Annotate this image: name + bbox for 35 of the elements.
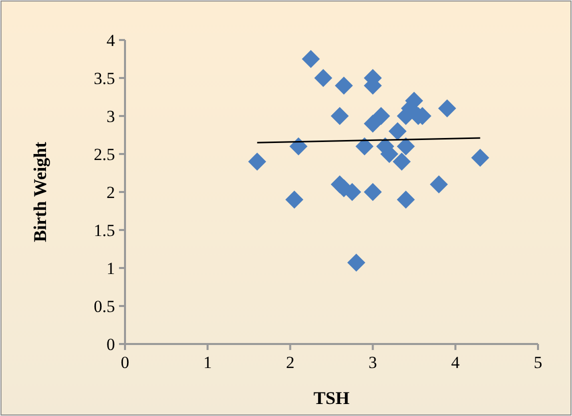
point (388, 122, 407, 140)
y-tick-label: 0.5 (94, 296, 115, 316)
point (430, 175, 448, 194)
point (285, 190, 304, 209)
point (289, 137, 308, 156)
x-tick-label: 1 (203, 353, 212, 372)
point (471, 148, 490, 167)
point (248, 152, 266, 171)
y-axis-title: Birth Weight (30, 142, 50, 242)
point (334, 76, 353, 95)
point (356, 137, 374, 156)
y-tick-label: 0 (106, 334, 115, 354)
y-tick-label: 1.5 (94, 220, 115, 240)
y-tick-label: 2.5 (94, 144, 115, 164)
point (396, 137, 415, 156)
y-tick-label: 3 (106, 106, 115, 126)
point (364, 183, 382, 201)
point (396, 190, 415, 209)
x-tick-label: 0 (120, 353, 130, 372)
point (330, 107, 349, 125)
point (302, 50, 320, 68)
y-tick-label: 1 (106, 258, 115, 278)
x-tick-label: 4 (451, 353, 460, 372)
point (372, 107, 390, 125)
x-axis-title: TSH (313, 388, 350, 408)
point (438, 99, 456, 118)
point (392, 152, 411, 171)
y-tick-label: 2 (106, 182, 115, 202)
y-tick-label: 3.5 (94, 68, 115, 88)
y-tick-label: 4 (106, 30, 116, 50)
x-tick-label: 2 (286, 353, 294, 372)
x-tick-label: 5 (534, 353, 542, 372)
point (314, 69, 332, 87)
x-tick-label: 3 (368, 353, 378, 372)
point (347, 254, 366, 272)
